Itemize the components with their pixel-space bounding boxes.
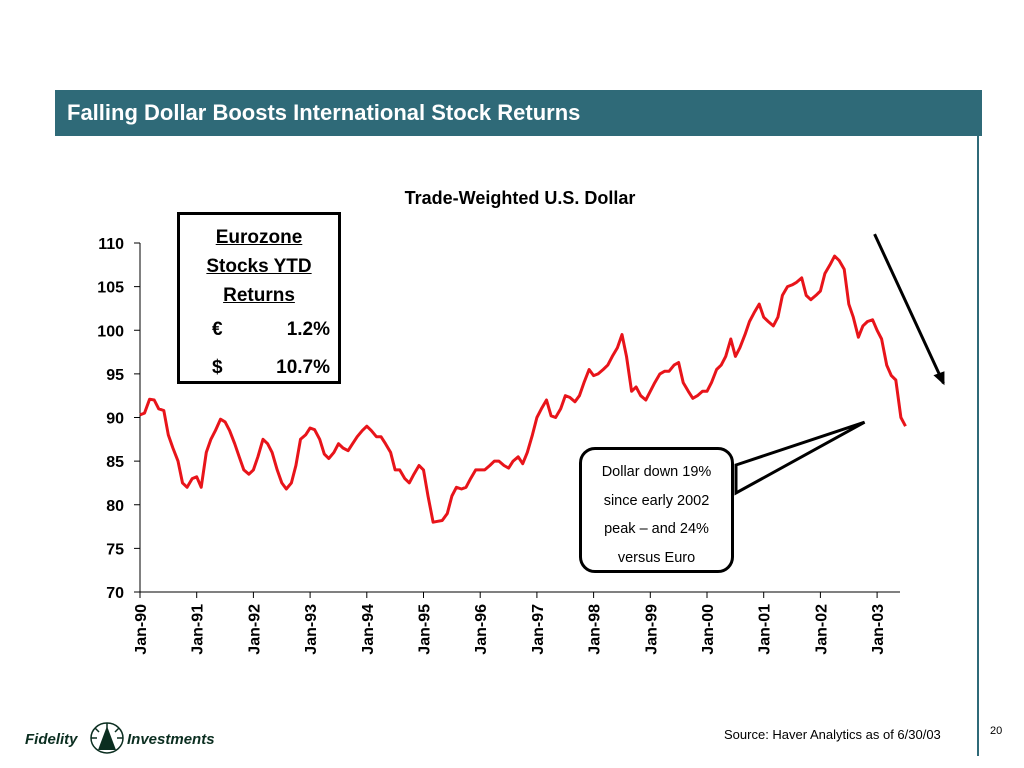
euro-return-row: € 1.2%: [180, 319, 338, 343]
euro-symbol: €: [212, 319, 223, 340]
x-tick-label: Jan-02: [813, 604, 830, 655]
x-tick-label: Jan-93: [303, 604, 320, 655]
y-tick-label: 110: [98, 236, 124, 253]
y-tick-label: 85: [106, 454, 124, 471]
x-tick-label: Jan-96: [473, 604, 490, 655]
fidelity-pyramid-icon: [90, 722, 124, 754]
dollar-return-row: $ 10.7%: [180, 357, 338, 381]
x-tick-label: Jan-01: [757, 604, 774, 655]
trend-arrow-head: [933, 371, 945, 386]
logo-word-investments: Investments: [127, 731, 215, 748]
eurozone-returns-box: Eurozone Stocks YTD Returns € 1.2% $ 10.…: [177, 212, 341, 384]
chart-title: Trade-Weighted U.S. Dollar: [404, 188, 636, 208]
x-tick-label: Jan-91: [190, 604, 207, 655]
euro-return-value: 1.2%: [286, 319, 330, 340]
x-tick-label: Jan-99: [643, 604, 660, 655]
slide-title: Falling Dollar Boosts International Stoc…: [67, 100, 581, 125]
dollar-return-value: 10.7%: [276, 357, 330, 378]
x-tick-label: Jan-98: [587, 604, 604, 655]
fidelity-logo: Fidelity Investments: [25, 722, 235, 754]
page-number-separator: [977, 720, 978, 744]
dollar-symbol: $: [212, 357, 223, 378]
y-tick-label: 105: [97, 280, 124, 297]
y-tick-label: 100: [97, 323, 124, 340]
x-tick-label: Jan-97: [530, 604, 547, 655]
callout-pointer: [734, 420, 866, 496]
y-tick-label: 80: [106, 498, 124, 515]
y-tick-label: 75: [106, 541, 124, 558]
dollar-decline-callout: Dollar down 19% since early 2002 peak – …: [579, 447, 734, 573]
page-number: 20: [990, 725, 1003, 737]
eurozone-returns-heading: Eurozone Stocks YTD Returns: [206, 227, 312, 306]
x-tick-label: Jan-90: [133, 604, 150, 655]
x-tick-label: Jan-00: [700, 604, 717, 655]
right-edge-rule: [977, 136, 979, 756]
source-note: Source: Haver Analytics as of 6/30/03: [724, 727, 941, 742]
dollar-index-line: [139, 254, 907, 524]
y-tick-label: 90: [106, 411, 124, 428]
x-tick-label: Jan-94: [360, 604, 377, 655]
x-tick-label: Jan-92: [246, 604, 263, 655]
logo-word-fidelity: Fidelity: [25, 731, 78, 748]
title-bar: Falling Dollar Boosts International Stoc…: [55, 90, 982, 136]
x-tick-label: Jan-03: [870, 604, 887, 655]
trend-arrow-shaft: [873, 233, 945, 384]
x-tick-label: Jan-95: [417, 604, 434, 655]
y-tick-label: 70: [106, 585, 124, 602]
y-tick-label: 95: [106, 367, 124, 384]
